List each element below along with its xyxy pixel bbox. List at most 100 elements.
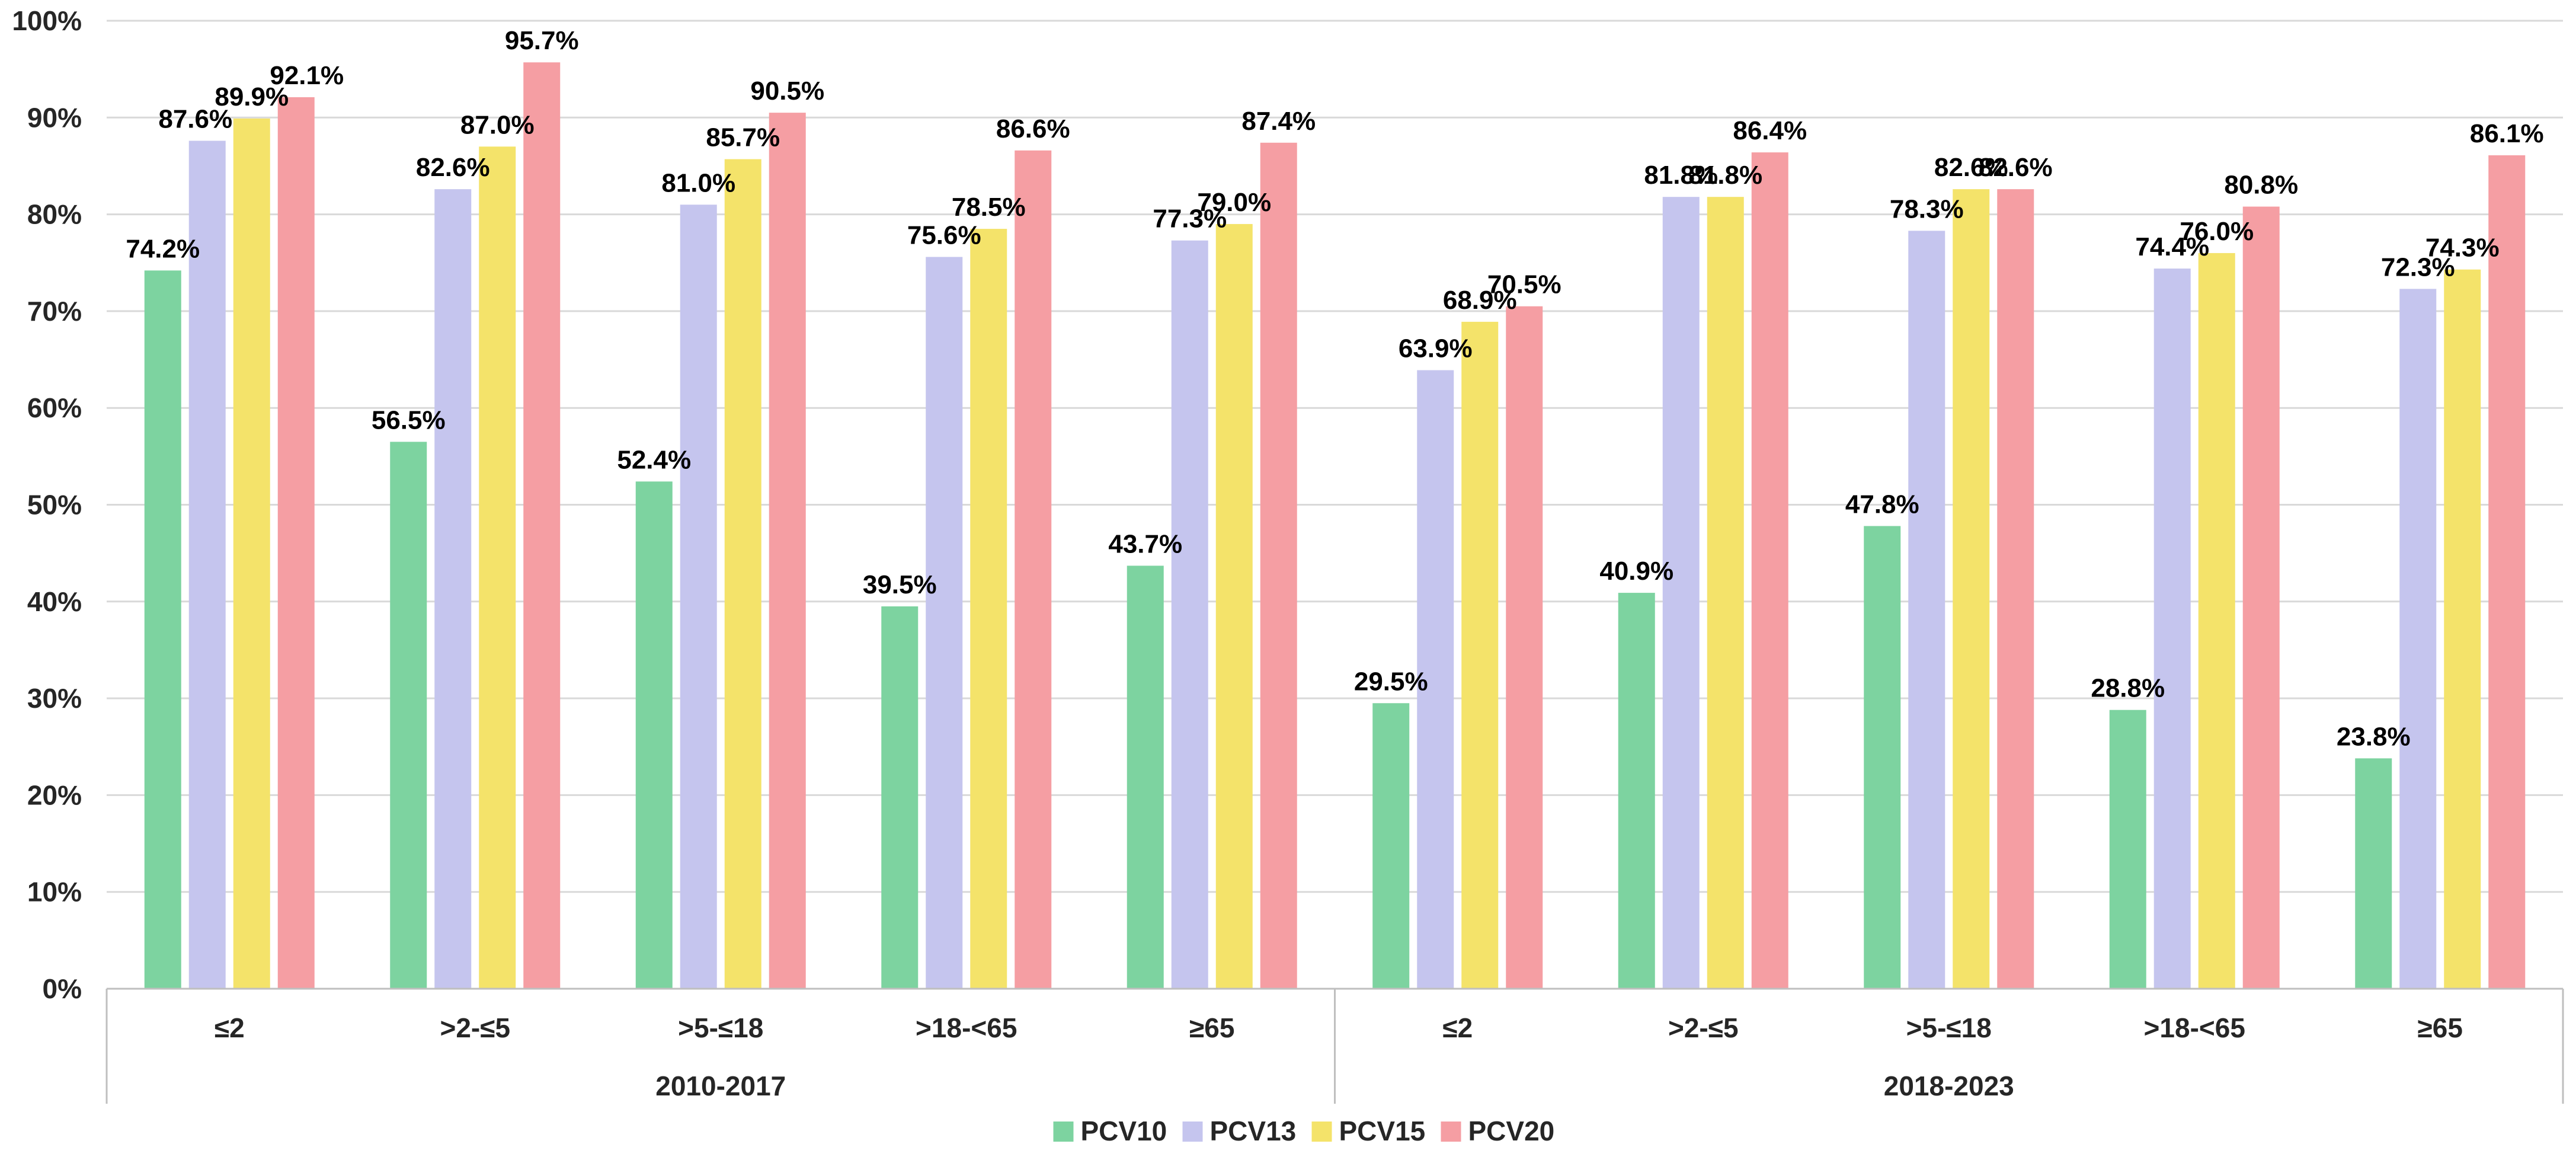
bar-pcv10-5 — [1372, 703, 1410, 989]
bar-pcv10-0 — [144, 270, 181, 989]
bar-pcv13-7 — [1908, 231, 1945, 989]
data-label-pcv20: 82.6% — [1979, 153, 2053, 182]
bar-pcv15-6 — [1707, 197, 1744, 989]
bar-pcv20-8 — [2242, 206, 2280, 989]
bar-pcv20-4 — [1260, 142, 1297, 989]
data-label-pcv15: 82.6% — [1934, 153, 2008, 182]
data-label-pcv20: 86.1% — [2470, 119, 2544, 148]
legend-item-pcv13: PCV13 — [1182, 1116, 1297, 1146]
bar-pcv10-1 — [390, 442, 427, 989]
data-label-pcv20: 92.1% — [270, 61, 344, 90]
data-label-pcv15: 76.0% — [2180, 217, 2254, 246]
bar-pcv13-3 — [926, 257, 963, 989]
data-label-pcv15: 74.3% — [2425, 234, 2500, 263]
data-label-pcv13: 72.3% — [2381, 253, 2455, 282]
bar-pcv20-1 — [523, 62, 561, 989]
gridlines — [107, 20, 2563, 893]
bar-pcv20-2 — [769, 113, 806, 989]
data-label-pcv15: 68.9% — [1443, 286, 1517, 315]
data-label-pcv15: 79.0% — [1197, 188, 1271, 217]
y-axis: 0% 10% 20% 30% 40% 50% 60% 70% 80% 90% 100% — [12, 5, 82, 1004]
bar-pcv10-8 — [2109, 710, 2146, 989]
legend-label: PCV15 — [1339, 1116, 1426, 1146]
legend-item-pcv20: PCV20 — [1441, 1116, 1555, 1146]
bar-pcv20-0 — [277, 97, 315, 989]
y-tick-label: 100% — [12, 5, 82, 36]
bar-pcv20-3 — [1015, 150, 1052, 989]
legend-label: PCV13 — [1210, 1116, 1297, 1146]
bar-pcv20-5 — [1506, 306, 1543, 989]
bar-pcv15-4 — [1215, 223, 1253, 989]
x-category-label: ≤2 — [215, 1012, 245, 1043]
bar-pcv15-2 — [724, 159, 761, 989]
bar-pcv20-6 — [1751, 152, 1788, 989]
data-label-pcv20: 86.4% — [1733, 116, 1807, 145]
data-label-pcv10: 56.5% — [372, 405, 446, 434]
x-category-label: ≤2 — [1442, 1012, 1473, 1043]
bar-pcv15-1 — [479, 146, 516, 989]
y-tick-label: 70% — [27, 296, 82, 327]
data-label-pcv13: 82.6% — [416, 153, 490, 182]
y-tick-label: 50% — [27, 490, 82, 520]
x-category-label: >5-≤18 — [1906, 1012, 1992, 1043]
x-category-label: ≥65 — [2418, 1012, 2463, 1043]
data-label-pcv15: 78.5% — [952, 193, 1026, 222]
bar-pcv13-1 — [434, 189, 472, 989]
bar-pcv15-8 — [2198, 253, 2235, 989]
y-tick-label: 40% — [27, 586, 82, 617]
data-label-pcv20: 80.8% — [2224, 171, 2298, 200]
y-tick-label: 90% — [27, 102, 82, 133]
bar-pcv15-9 — [2444, 269, 2481, 989]
bar-pcv15-3 — [970, 229, 1007, 989]
bar-pcv10-9 — [2355, 758, 2392, 989]
bar-pcv10-2 — [635, 481, 673, 989]
data-label-pcv13: 75.6% — [907, 221, 981, 250]
data-label-pcv20: 95.7% — [505, 26, 579, 55]
x-category-label: >5-≤18 — [678, 1012, 763, 1043]
data-label-pcv10: 52.4% — [617, 445, 691, 474]
bars — [144, 62, 2526, 989]
bar-pcv20-7 — [1997, 189, 2034, 989]
data-label-pcv10: 29.5% — [1354, 667, 1428, 696]
data-label-pcv10: 39.5% — [863, 570, 937, 599]
x-category-label: >2-≤5 — [1668, 1012, 1739, 1043]
x-axis: ≤2 >2-≤5 >5-≤18 >18-<65 ≥65 ≤2 >2-≤5 >5-≤18 >18-… — [105, 988, 2564, 1104]
data-label-pcv13: 63.9% — [1399, 334, 1473, 363]
bar-pcv10-3 — [881, 606, 919, 989]
bar-pcv10-6 — [1618, 593, 1655, 989]
bar-pcv13-9 — [2399, 289, 2437, 989]
x-group-label: 2010-2017 — [655, 1071, 786, 1101]
data-label-pcv20: 70.5% — [1487, 270, 1561, 299]
bar-pcv13-4 — [1171, 240, 1208, 989]
data-label-pcv13: 74.4% — [2135, 232, 2209, 261]
data-label-pcv13: 81.8% — [1644, 161, 1718, 190]
data-label-pcv10: 74.2% — [126, 234, 200, 263]
x-category-label: >18-<65 — [916, 1012, 1017, 1043]
data-label-pcv10: 43.7% — [1108, 529, 1182, 558]
bar-pcv10-4 — [1127, 565, 1164, 989]
legend-label: PCV10 — [1081, 1116, 1167, 1146]
legend-swatch — [1311, 1122, 1332, 1142]
y-tick-label: 20% — [27, 779, 82, 810]
data-label-pcv15: 87.0% — [460, 110, 535, 139]
y-tick-label: 60% — [27, 392, 82, 423]
x-category-label: >2-≤5 — [440, 1012, 510, 1043]
legend-label: PCV20 — [1468, 1116, 1555, 1146]
y-tick-label: 80% — [27, 199, 82, 230]
bar-pcv13-2 — [680, 205, 717, 989]
data-label-pcv10: 47.8% — [1845, 490, 1919, 519]
data-label-pcv15: 81.8% — [1688, 161, 1762, 190]
data-labels: 74.2% 87.6%89.9%92.1% 56.5% 82.6% 87.0% 95.7%… — [126, 26, 2543, 751]
x-category-label: ≥65 — [1189, 1012, 1234, 1043]
data-label-pcv20: 86.6% — [996, 114, 1070, 143]
bar-pcv13-0 — [188, 140, 226, 989]
legend-swatch — [1182, 1122, 1203, 1142]
bar-pcv13-8 — [2153, 269, 2191, 989]
bar-pcv13-5 — [1417, 370, 1454, 989]
data-label-pcv10: 40.9% — [1599, 557, 1673, 586]
y-tick-label: 30% — [27, 683, 82, 714]
data-label-pcv15: 85.7% — [706, 123, 780, 152]
legend-item-pcv15: PCV15 — [1311, 1116, 1426, 1146]
bar-pcv15-5 — [1461, 321, 1499, 989]
